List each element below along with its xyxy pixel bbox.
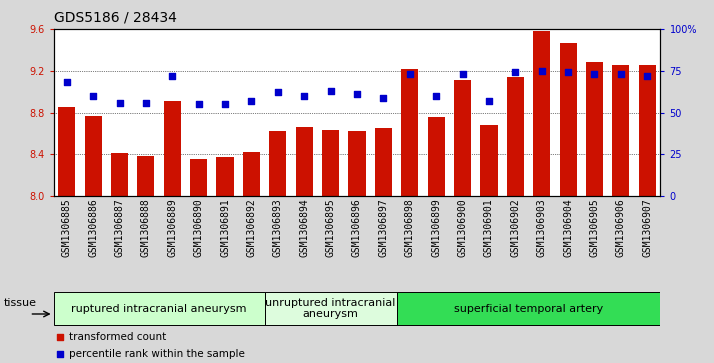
Bar xyxy=(216,158,233,196)
Point xyxy=(351,91,363,97)
Point xyxy=(642,73,653,79)
Text: GSM1306892: GSM1306892 xyxy=(246,198,256,257)
Bar xyxy=(507,77,524,196)
Point xyxy=(246,98,257,104)
Bar xyxy=(481,125,498,196)
Text: GSM1306899: GSM1306899 xyxy=(431,198,441,257)
Text: GSM1306896: GSM1306896 xyxy=(352,198,362,257)
Point xyxy=(510,70,521,76)
Text: GSM1306904: GSM1306904 xyxy=(563,198,573,257)
Text: GSM1306888: GSM1306888 xyxy=(141,198,151,257)
Point xyxy=(483,98,495,104)
Text: GSM1306894: GSM1306894 xyxy=(299,198,309,257)
Point xyxy=(114,99,125,105)
Point xyxy=(431,93,442,99)
Text: GSM1306906: GSM1306906 xyxy=(616,198,626,257)
Bar xyxy=(586,62,603,196)
Bar xyxy=(396,292,660,325)
Bar xyxy=(428,117,445,196)
Bar xyxy=(164,101,181,196)
Bar xyxy=(137,156,154,196)
Text: GSM1306885: GSM1306885 xyxy=(61,198,71,257)
Point xyxy=(378,95,389,101)
Bar xyxy=(401,69,418,196)
Point xyxy=(404,71,416,77)
Text: percentile rank within the sample: percentile rank within the sample xyxy=(69,349,245,359)
Text: GSM1306889: GSM1306889 xyxy=(167,198,177,257)
Bar xyxy=(560,42,577,196)
Point xyxy=(615,71,627,77)
Text: GSM1306895: GSM1306895 xyxy=(326,198,336,257)
Bar xyxy=(269,131,286,196)
Text: ruptured intracranial aneurysm: ruptured intracranial aneurysm xyxy=(71,303,247,314)
Bar xyxy=(190,159,207,196)
Text: GSM1306887: GSM1306887 xyxy=(114,198,124,257)
Text: superficial temporal artery: superficial temporal artery xyxy=(454,303,603,314)
Point xyxy=(87,93,99,99)
Bar xyxy=(533,31,550,196)
Text: transformed count: transformed count xyxy=(69,332,166,342)
Text: GSM1306901: GSM1306901 xyxy=(484,198,494,257)
Point xyxy=(536,68,548,74)
Text: GSM1306893: GSM1306893 xyxy=(273,198,283,257)
Point xyxy=(166,73,178,79)
Point xyxy=(219,101,231,107)
Text: GSM1306897: GSM1306897 xyxy=(378,198,388,257)
Text: GSM1306907: GSM1306907 xyxy=(643,198,653,257)
Point xyxy=(563,70,574,76)
Point xyxy=(457,71,468,77)
Bar xyxy=(348,131,366,196)
Text: unruptured intracranial
aneurysm: unruptured intracranial aneurysm xyxy=(266,298,396,319)
Point xyxy=(272,90,283,95)
Point xyxy=(140,99,151,105)
Point xyxy=(61,79,72,85)
Bar xyxy=(58,107,75,196)
Bar xyxy=(265,292,396,325)
Bar xyxy=(243,152,260,196)
Bar xyxy=(296,127,313,196)
Text: GSM1306903: GSM1306903 xyxy=(537,198,547,257)
Bar xyxy=(613,65,630,196)
Text: GSM1306905: GSM1306905 xyxy=(590,198,600,257)
Bar xyxy=(54,292,265,325)
Point xyxy=(325,88,336,94)
Text: GSM1306886: GSM1306886 xyxy=(88,198,98,257)
Point xyxy=(589,71,600,77)
Text: GSM1306890: GSM1306890 xyxy=(193,198,203,257)
Bar xyxy=(322,130,339,196)
Bar xyxy=(84,116,101,196)
Text: GSM1306891: GSM1306891 xyxy=(220,198,230,257)
Bar xyxy=(375,128,392,196)
Point xyxy=(193,101,204,107)
Text: GSM1306902: GSM1306902 xyxy=(511,198,521,257)
Bar xyxy=(454,80,471,196)
Point xyxy=(54,334,66,340)
Text: GSM1306900: GSM1306900 xyxy=(458,198,468,257)
Bar xyxy=(639,65,656,196)
Point xyxy=(298,93,310,99)
Text: tissue: tissue xyxy=(4,298,36,308)
Text: GSM1306898: GSM1306898 xyxy=(405,198,415,257)
Point xyxy=(54,351,66,357)
Text: GDS5186 / 28434: GDS5186 / 28434 xyxy=(54,11,176,25)
Bar xyxy=(111,153,128,196)
